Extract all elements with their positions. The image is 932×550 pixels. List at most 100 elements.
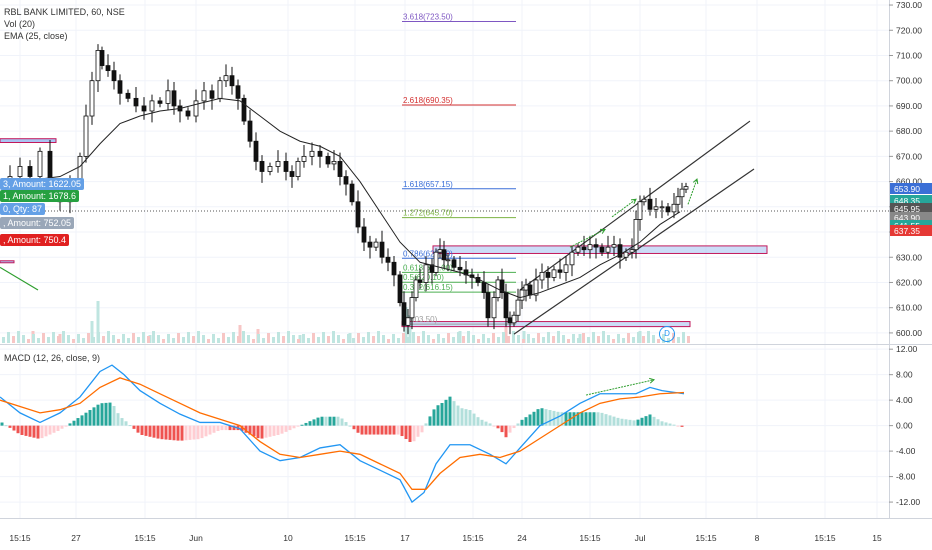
volume-bar — [257, 334, 260, 343]
candle-body — [125, 92, 131, 99]
volume-bar — [7, 332, 10, 343]
volume-bar — [212, 334, 215, 343]
macd-histogram-bar — [164, 425, 168, 440]
order-badge[interactable]: , Amount: 752.05 — [0, 217, 75, 229]
macd-histogram-bar — [604, 414, 608, 426]
dividend-badge[interactable]: D — [659, 326, 675, 342]
volume-bar — [407, 337, 410, 343]
volume-bar — [312, 333, 315, 343]
price-label-box — [890, 225, 932, 236]
macd-histogram-bar — [80, 415, 84, 426]
candle-body — [617, 244, 623, 258]
candle-body — [241, 97, 247, 122]
volume-bar — [187, 332, 190, 343]
macd-histogram-bar — [264, 425, 268, 438]
volume-bar — [37, 338, 40, 343]
price-label-box — [890, 212, 932, 223]
volume-bar — [402, 333, 405, 343]
macd-histogram-bar — [492, 425, 496, 427]
price-label: 645.95 — [894, 204, 920, 214]
macd-histogram-bar — [656, 419, 660, 426]
volume-bar — [602, 331, 605, 343]
macd-histogram-bar — [456, 405, 460, 426]
candle-body — [433, 251, 439, 273]
volume-bar — [562, 335, 565, 343]
macd-histogram-bar — [664, 422, 668, 426]
volume-bar — [592, 332, 595, 343]
macd-histogram-bar — [416, 425, 420, 437]
volume-bar — [307, 338, 310, 343]
macd-histogram-bar — [132, 425, 136, 429]
price-label-box — [890, 195, 932, 206]
volume-bar — [222, 333, 225, 343]
volume-bar — [632, 337, 635, 343]
volume-bar — [132, 333, 135, 343]
candle-body — [519, 289, 525, 301]
volume-bar — [342, 339, 345, 343]
channel-upper — [519, 120, 751, 291]
demand-zones — [0, 138, 768, 328]
macd-histogram-bar — [136, 425, 140, 433]
macd-histogram-bar — [160, 425, 164, 440]
macd-histogram-bar — [76, 418, 80, 426]
volume-bar — [477, 339, 480, 343]
volume-bar — [337, 335, 340, 343]
macd-histogram-bar — [284, 425, 288, 432]
volume-bar — [317, 337, 320, 343]
legend: RBL BANK LIMITED, 60, NSE Vol (20) EMA (… — [4, 6, 125, 42]
macd-line — [0, 364, 685, 504]
candle-body — [611, 244, 617, 248]
macd-histogram-bar — [204, 425, 208, 437]
fib-label: 0(603.50) — [403, 315, 438, 324]
volume-bar — [517, 335, 520, 343]
volume-bar — [127, 338, 130, 343]
volume-bar — [357, 333, 360, 343]
macd-histogram-bar — [276, 425, 280, 435]
volume-bar — [452, 337, 455, 343]
candle-body — [209, 90, 215, 99]
volume-bar — [362, 337, 365, 343]
order-badge[interactable]: 1, Amount: 1678.6 — [0, 190, 80, 202]
time-tick-label: Jul — [635, 533, 646, 543]
macd-histogram-bar — [280, 425, 284, 434]
volume-bar — [238, 325, 242, 343]
volume-bar — [90, 321, 94, 343]
candle-body — [515, 299, 521, 316]
volume-bar — [382, 335, 385, 343]
volume-bar — [412, 332, 415, 343]
volume-bar — [567, 339, 570, 343]
candle-body — [445, 259, 451, 262]
macd-histogram-bar — [324, 416, 328, 426]
candle-body — [217, 80, 223, 99]
volume-bar — [197, 331, 200, 343]
macd-histogram-bar — [468, 410, 472, 426]
time-tick-label: 15:15 — [9, 533, 31, 543]
volume-bar — [47, 337, 50, 343]
macd-histogram-bar — [184, 425, 188, 441]
macd-histogram-bar — [36, 425, 40, 439]
candle-body — [193, 100, 199, 117]
trend-arrow-head — [692, 178, 699, 185]
macd-histogram-bar — [196, 425, 200, 440]
candle-body — [27, 166, 33, 177]
order-badge[interactable]: , Amount: 750.4 — [0, 234, 70, 246]
macd-histogram-bar — [148, 425, 152, 437]
volume-bar — [587, 337, 590, 343]
volume-bar — [607, 335, 610, 343]
price-tick-label: 670.00 — [896, 151, 922, 161]
macd-legend: MACD (12, 26, close, 9) — [4, 353, 101, 363]
macd-histogram-bar — [208, 425, 212, 435]
time-tick-label: 10 — [283, 533, 293, 543]
candle-body — [581, 246, 587, 251]
left-zone — [0, 260, 15, 264]
macd-histogram-bar — [616, 417, 620, 426]
price-label: 637.35 — [894, 226, 920, 236]
order-badge[interactable]: 3, Amount: 1622.05 — [0, 178, 85, 190]
candle-body — [397, 274, 403, 304]
volume-bar — [297, 339, 300, 343]
candle-body — [343, 176, 349, 185]
order-badge[interactable]: 0, Qty: 87 — [0, 203, 46, 215]
candle-body — [235, 85, 241, 99]
